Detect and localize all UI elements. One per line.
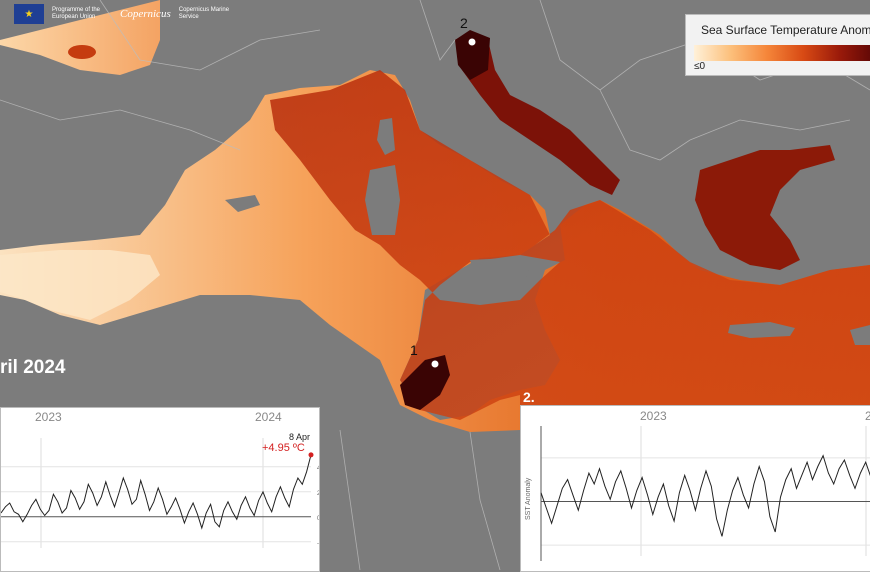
central-mediterranean	[270, 70, 870, 420]
cyprus	[850, 325, 870, 345]
sst-anomaly-series	[1, 454, 312, 530]
chart-2-year-2023: 2023	[640, 409, 667, 423]
sst-anomaly-series	[540, 454, 870, 537]
chart-1-annotation-value: +4.95 ºC	[262, 442, 305, 454]
legend-title: Sea Surface Temperature Anom	[701, 23, 870, 37]
logo-bar: ★ Programme of the European Union Copern…	[14, 2, 249, 26]
y-tick-label-2: 0	[317, 516, 319, 522]
y-tick-label-1: 2	[317, 491, 319, 497]
chart-2-ylabel: SST Anomaly	[525, 477, 532, 520]
panel-2-label: 2.	[523, 389, 535, 405]
corsica	[377, 118, 395, 155]
legend: Sea Surface Temperature Anom ≤0	[685, 14, 870, 76]
legend-min-label: ≤0	[694, 61, 706, 72]
balearics	[225, 195, 260, 212]
chart-panel-1: 4 2 0 -2	[0, 407, 320, 572]
adriatic-sea	[455, 32, 620, 195]
date-label: ril 2024	[0, 357, 66, 378]
sardinia	[365, 165, 400, 235]
chart-1-year-2023: 2023	[35, 410, 62, 424]
chart-1-annotation-date: 8 Apr	[289, 432, 311, 442]
eu-programme-text: Programme of the European Union	[52, 7, 101, 20]
marine-service-logo: Copernicus Marine Service	[178, 7, 230, 20]
chart-2-year-2024: 2	[865, 409, 870, 423]
y-tick-label-0: 4	[317, 466, 319, 472]
gulf-of-gabes	[400, 355, 450, 410]
crete	[728, 322, 795, 338]
location-marker-2	[468, 38, 476, 46]
sicily	[470, 258, 530, 285]
eu-flag-icon: ★	[14, 4, 44, 24]
chart-panel-2	[520, 405, 870, 572]
chart-1-svg: 4 2 0 -2	[1, 438, 319, 548]
chart-1-year-2024: 2024	[255, 410, 282, 424]
alboran-sea	[0, 250, 160, 320]
marker-label-1: 1	[410, 342, 418, 358]
marker-label-2: 2	[460, 15, 468, 31]
y-tick-label-3: -2	[317, 541, 319, 547]
chart-2-svg	[540, 426, 870, 561]
location-marker-1	[431, 360, 439, 368]
north-adriatic	[455, 30, 490, 80]
legend-colorbar	[694, 45, 870, 61]
atlantic-hotspot	[68, 45, 96, 59]
latest-value-point	[308, 452, 314, 458]
aegean-sea	[695, 145, 835, 270]
atlantic-sea	[0, 0, 160, 75]
copernicus-logo: Copernicus	[120, 8, 171, 20]
